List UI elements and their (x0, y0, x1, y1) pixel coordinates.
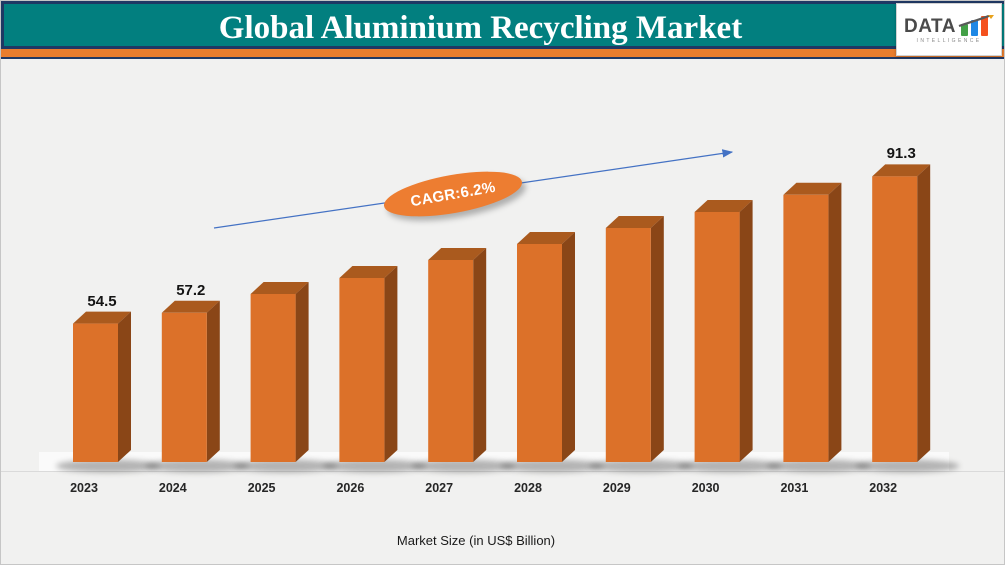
bar-shadow-2030 (677, 459, 782, 473)
bar-shadow-2023 (56, 459, 160, 473)
cagr-label: CAGR:6.2% (409, 178, 497, 210)
header-band: Global Aluminium Recycling Market (1, 1, 1004, 49)
logo-chart-icon (958, 15, 994, 36)
bar-top-face (694, 200, 753, 212)
bar-top-face (605, 216, 664, 228)
bar-front-face (339, 278, 385, 462)
bar-side-face (828, 182, 842, 463)
bar-front-face (517, 244, 562, 462)
bar-front-face (161, 312, 207, 462)
logo-subtext: INTELLIGENCE (916, 38, 982, 44)
bar-side-face (118, 311, 131, 462)
bar-top-face (161, 300, 220, 313)
bar-2032 (872, 164, 931, 462)
bar-2026 (339, 266, 398, 462)
bar-2028 (517, 232, 575, 462)
bar-shadow-2025 (233, 459, 338, 473)
bar-top-face (872, 164, 931, 177)
bar-side-face (206, 300, 220, 462)
bar-shadow-2024 (144, 459, 249, 473)
bar-shadow-2028 (500, 459, 604, 473)
bar-2027 (428, 248, 487, 462)
bar-top-face (517, 232, 575, 244)
bar-2029 (605, 216, 664, 462)
bar-side-face (384, 266, 398, 462)
bar-2023 (73, 311, 131, 462)
data-intelligence-logo: DATA INTELLIGENCE (896, 3, 1002, 56)
bar-side-face (650, 216, 664, 462)
logo-arrow-icon (958, 15, 992, 28)
bar-top-face (428, 248, 487, 260)
logo-brand-text: DATA (904, 16, 956, 37)
bar-front-face (250, 294, 296, 462)
bar-shadow-2026 (322, 459, 427, 473)
bar-side-face (739, 200, 753, 462)
accent-stripe (1, 49, 1004, 59)
bar-shadow-2027 (411, 459, 516, 473)
bar-side-face (473, 248, 487, 462)
bar-front-face (605, 228, 651, 462)
bar-shadow-2032 (855, 459, 960, 473)
bar-top-face (250, 282, 309, 294)
bar-side-face (562, 232, 575, 462)
bar-2024 (161, 300, 220, 462)
bar-front-face (73, 323, 118, 462)
x-axis-caption: Market Size (in US$ Billion) (396, 533, 556, 548)
bar-side-face (295, 282, 309, 462)
bar-top-face (73, 311, 131, 324)
bar-front-face (872, 176, 918, 462)
bar-front-face (428, 260, 474, 462)
bar-side-face (917, 164, 931, 462)
page-title: Global Aluminium Recycling Market (218, 10, 743, 46)
bar-2025 (250, 282, 309, 462)
bar-2030 (694, 200, 753, 462)
bar-top-face (783, 182, 842, 195)
bar-2031 (783, 182, 842, 463)
bar-top-face (339, 266, 398, 278)
bar-shadow-2031 (766, 459, 871, 473)
bar-front-face (694, 212, 740, 462)
baseline (1, 471, 1004, 472)
bar-front-face (783, 194, 829, 463)
bar-shadow-2029 (588, 459, 693, 473)
logo-arrow-tip-icon (987, 15, 994, 19)
